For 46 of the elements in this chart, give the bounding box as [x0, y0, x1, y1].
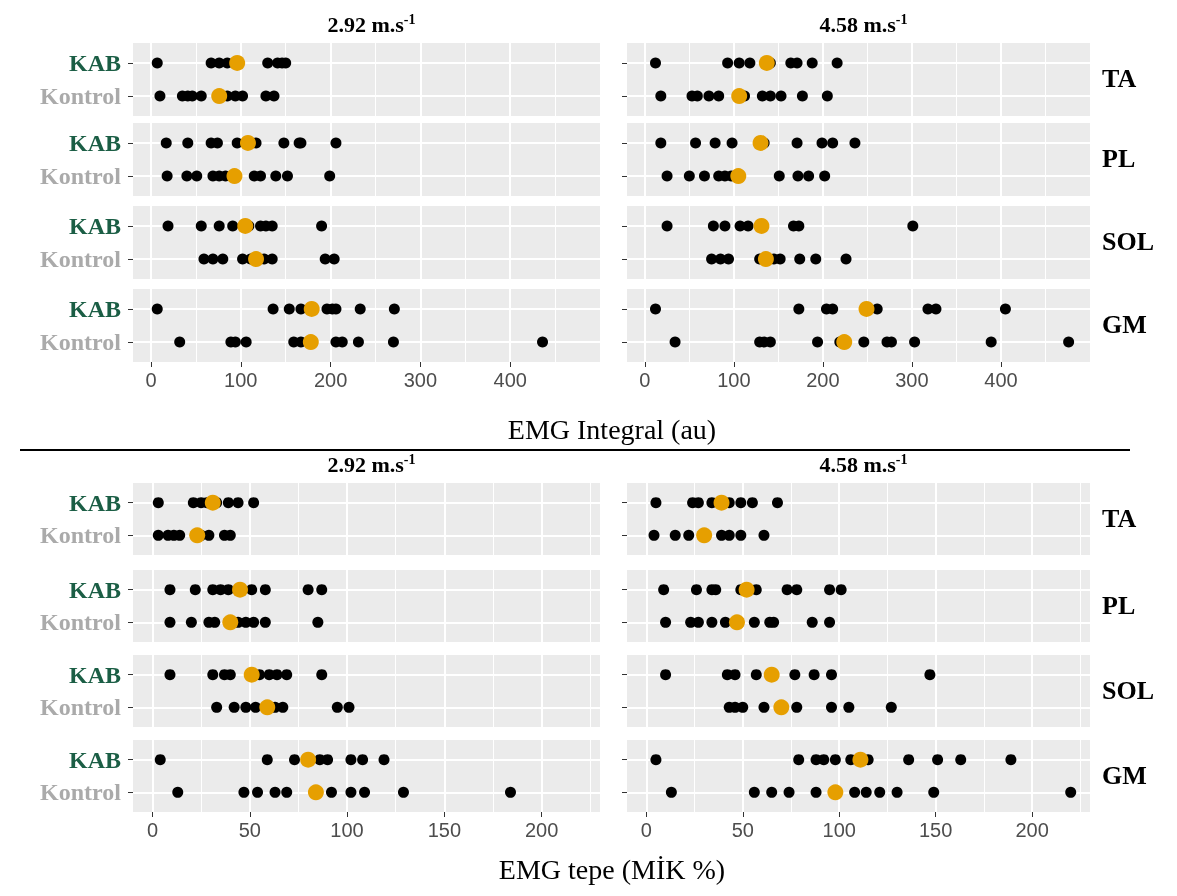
y-tick-label: Kontrol [40, 163, 122, 190]
y-tick-label: Kontrol [40, 609, 122, 636]
x-tick-label: 200 [313, 369, 348, 391]
x-tick-label: 0 [639, 369, 651, 391]
y-tick-label: Kontrol [40, 329, 122, 356]
text: SOL [1102, 227, 1155, 256]
y-tick-label: Kontrol [40, 83, 122, 110]
x-axis-title: EMG tepe (MİK %) [497, 854, 727, 886]
y-tick-label: KAB [68, 576, 121, 603]
y-tick-label: Kontrol [40, 779, 122, 806]
x-tick-label: 300 [403, 369, 438, 391]
y-tick-label: KAB [68, 489, 121, 516]
x-tick-label: 100 [224, 369, 258, 391]
x-tick-label: 0 [640, 819, 652, 841]
y-tick-label: KAB [68, 129, 121, 156]
text: SOL [1102, 675, 1155, 705]
x-tick-label: 50 [238, 819, 261, 841]
x-tick-label: 100 [717, 369, 751, 391]
x-tick-label: 150 [427, 819, 462, 841]
x-tick-label: 300 [895, 369, 929, 391]
x-tick-label: 100 [822, 819, 856, 841]
y-tick-label: KAB [68, 661, 121, 688]
y-tick-label: Kontrol [40, 522, 122, 549]
y-tick-label: Kontrol [40, 246, 122, 273]
y-tick-label: KAB [68, 212, 121, 239]
x-tick-label: 100 [330, 819, 364, 841]
x-tick-label: 200 [1015, 819, 1049, 841]
x-tick-label: 0 [146, 819, 159, 841]
text: PL [1102, 144, 1136, 173]
text: PL [1102, 590, 1136, 620]
x-tick-label: 200 [524, 819, 559, 841]
text: TA [1102, 64, 1137, 93]
x-tick-label: 400 [984, 369, 1018, 391]
text: TA [1102, 503, 1137, 533]
x-tick-label: 150 [918, 819, 953, 841]
y-tick-label: KAB [68, 49, 121, 76]
x-axis-title: EMG Integral (au) [506, 414, 718, 446]
x-tick-label: 0 [145, 369, 157, 391]
x-tick-label: 50 [731, 819, 754, 841]
text: GM [1102, 760, 1147, 790]
y-tick-label: KAB [68, 746, 121, 773]
y-tick-label: Kontrol [40, 694, 122, 721]
x-tick-label: 400 [493, 369, 527, 391]
y-tick-label: KAB [68, 295, 121, 322]
x-tick-label: 200 [806, 369, 840, 391]
text: GM [1102, 310, 1147, 339]
